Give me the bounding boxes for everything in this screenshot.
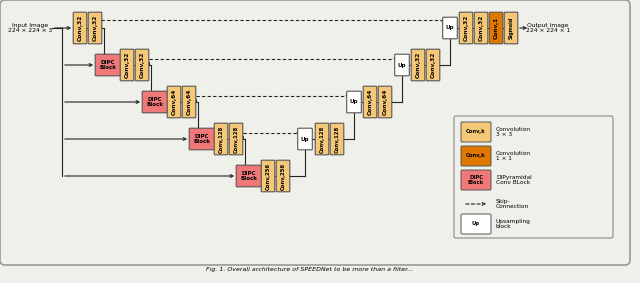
Text: Conv,32: Conv,32 — [77, 15, 83, 41]
Text: Conv,32: Conv,32 — [93, 15, 97, 41]
FancyBboxPatch shape — [120, 49, 134, 81]
Text: Conv,32: Conv,32 — [415, 52, 420, 78]
FancyBboxPatch shape — [461, 214, 491, 234]
FancyBboxPatch shape — [88, 12, 102, 44]
FancyBboxPatch shape — [167, 86, 180, 118]
Text: Conv,32: Conv,32 — [431, 52, 435, 78]
Text: Conv,32: Conv,32 — [140, 52, 145, 78]
FancyBboxPatch shape — [73, 12, 87, 44]
Text: Fig. 1. Overall architecture of SPEEDNet to be more than a filter...: Fig. 1. Overall architecture of SPEEDNet… — [207, 267, 413, 273]
FancyBboxPatch shape — [142, 91, 168, 113]
Text: Conv,64: Conv,64 — [186, 89, 191, 115]
FancyBboxPatch shape — [315, 123, 329, 155]
FancyBboxPatch shape — [298, 128, 312, 150]
Text: Conv,64: Conv,64 — [367, 89, 372, 115]
FancyBboxPatch shape — [461, 170, 491, 190]
FancyBboxPatch shape — [261, 160, 275, 192]
FancyBboxPatch shape — [135, 49, 148, 81]
FancyBboxPatch shape — [95, 54, 121, 76]
FancyBboxPatch shape — [229, 123, 243, 155]
Text: Conv,256: Conv,256 — [280, 162, 285, 190]
Text: Upsampling
block: Upsampling block — [496, 218, 531, 230]
FancyBboxPatch shape — [461, 146, 491, 166]
FancyBboxPatch shape — [0, 0, 630, 265]
Text: Up: Up — [397, 63, 406, 68]
Text: Skip-
Connection: Skip- Connection — [496, 199, 529, 209]
Text: Convolution
3 × 3: Convolution 3 × 3 — [496, 127, 531, 138]
Text: Input Image
224 × 224 × 3: Input Image 224 × 224 × 3 — [8, 23, 52, 33]
Text: Conv,32: Conv,32 — [463, 15, 468, 41]
FancyBboxPatch shape — [443, 17, 458, 39]
Text: Conv,k: Conv,k — [466, 130, 486, 134]
Text: Conv,64: Conv,64 — [383, 89, 387, 115]
FancyBboxPatch shape — [489, 12, 503, 44]
Text: Conv,k: Conv,k — [466, 153, 486, 158]
Text: DIPC
Block: DIPC Block — [193, 134, 211, 144]
FancyBboxPatch shape — [460, 12, 473, 44]
Text: Up: Up — [445, 25, 454, 31]
FancyBboxPatch shape — [236, 165, 262, 187]
Text: Conv,32: Conv,32 — [125, 52, 129, 78]
FancyBboxPatch shape — [426, 49, 440, 81]
Text: Convolution
1 × 1: Convolution 1 × 1 — [496, 151, 531, 161]
Text: DIPC
Block: DIPC Block — [468, 175, 484, 185]
FancyBboxPatch shape — [474, 12, 488, 44]
FancyBboxPatch shape — [461, 122, 491, 142]
FancyBboxPatch shape — [504, 12, 518, 44]
Text: Up: Up — [301, 136, 309, 142]
FancyBboxPatch shape — [412, 49, 425, 81]
Text: Conv,1: Conv,1 — [493, 17, 499, 39]
FancyBboxPatch shape — [395, 54, 410, 76]
Text: DIPC
Block: DIPC Block — [99, 60, 116, 70]
FancyBboxPatch shape — [378, 86, 392, 118]
FancyBboxPatch shape — [189, 128, 215, 150]
Text: Conv,64: Conv,64 — [172, 89, 177, 115]
Text: Up: Up — [472, 222, 480, 226]
FancyBboxPatch shape — [364, 86, 377, 118]
Text: Output Image
224 × 224 × 1: Output Image 224 × 224 × 1 — [526, 23, 570, 33]
Text: Sigmoid: Sigmoid — [509, 17, 513, 39]
FancyBboxPatch shape — [347, 91, 362, 113]
FancyBboxPatch shape — [330, 123, 344, 155]
FancyBboxPatch shape — [454, 116, 613, 238]
Text: Conv,128: Conv,128 — [319, 125, 324, 153]
Text: Up: Up — [349, 100, 358, 104]
FancyBboxPatch shape — [276, 160, 290, 192]
Text: DIPC
Block: DIPC Block — [147, 97, 163, 108]
Text: Conv,128: Conv,128 — [218, 125, 223, 153]
Text: Conv,128: Conv,128 — [234, 125, 239, 153]
Text: DIPyramidal
Conv BLock: DIPyramidal Conv BLock — [496, 175, 532, 185]
Text: Conv,256: Conv,256 — [266, 162, 271, 190]
FancyBboxPatch shape — [182, 86, 196, 118]
Text: DIPC
Block: DIPC Block — [241, 171, 257, 181]
FancyBboxPatch shape — [214, 123, 228, 155]
Text: Conv,32: Conv,32 — [479, 15, 483, 41]
Text: Conv,128: Conv,128 — [335, 125, 339, 153]
